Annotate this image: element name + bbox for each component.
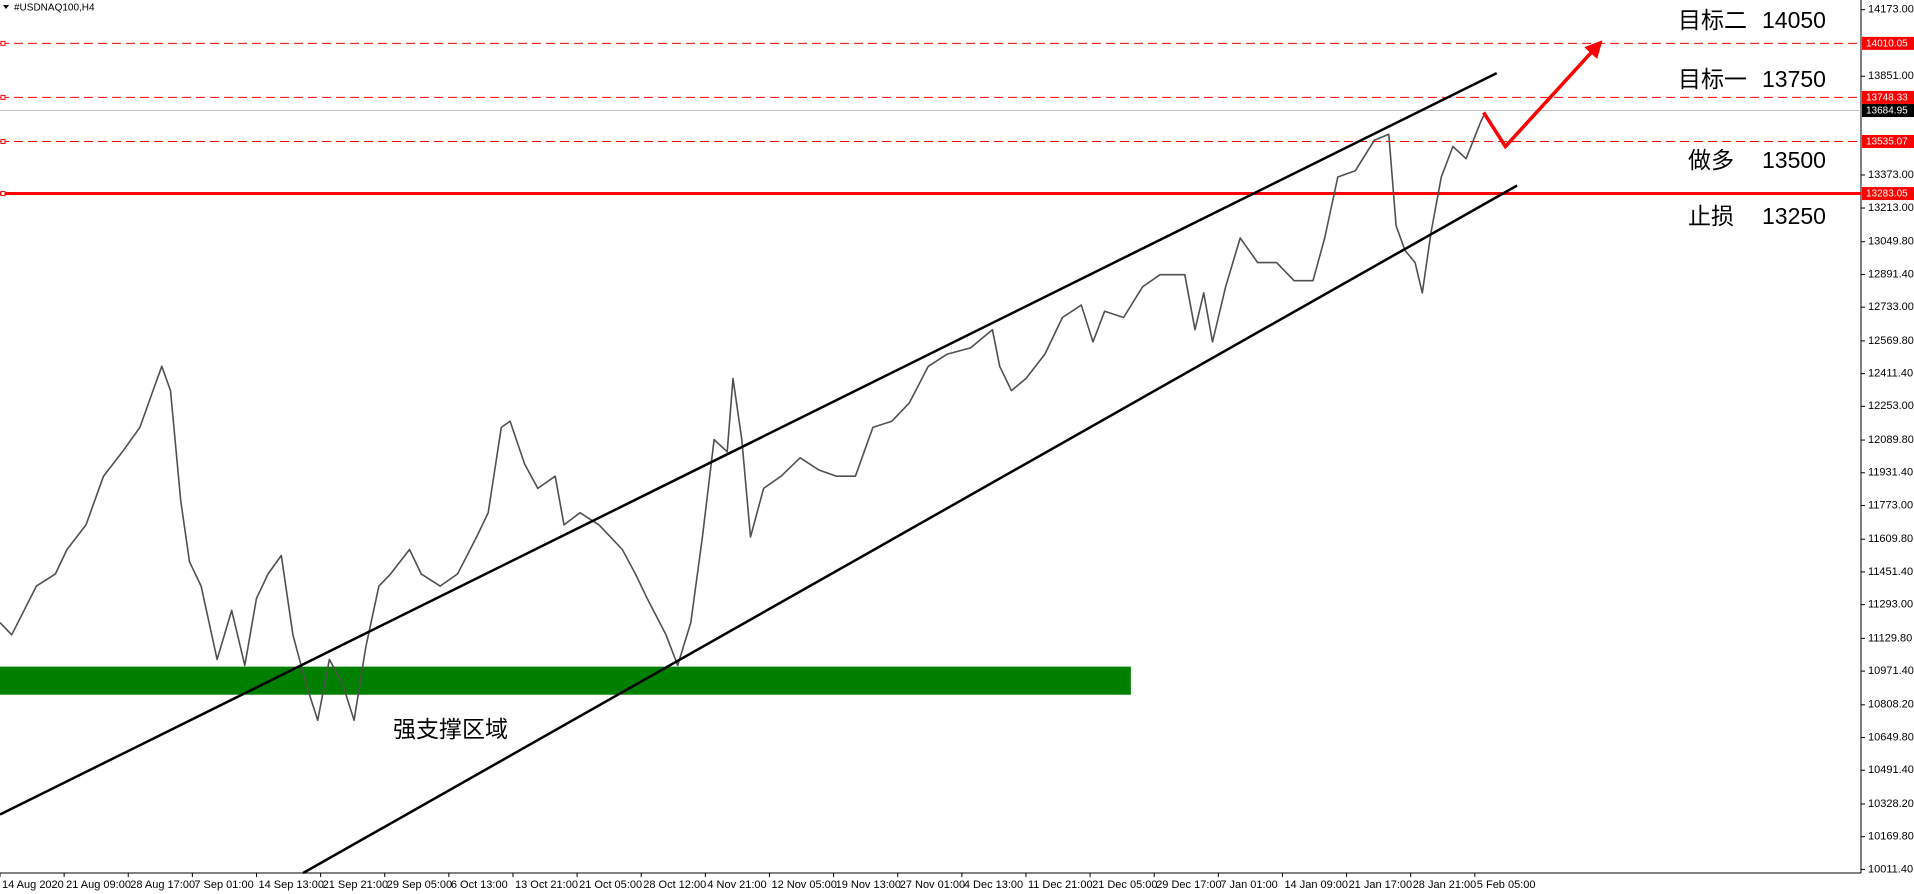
x-tick-label: 21 Aug 09:00	[66, 879, 131, 891]
zone-label: 强支撑区域	[393, 716, 508, 742]
x-tick-label: 7 Sep 01:00	[194, 879, 253, 891]
y-tick-label: 11129.80	[1868, 632, 1912, 644]
y-tick-label: 12253.00	[1868, 400, 1914, 412]
x-tick-label: 11 Dec 21:00	[1028, 879, 1093, 891]
x-tick-label: 28 Aug 17:00	[130, 879, 195, 891]
x-tick-label: 21 Jan 17:00	[1349, 879, 1413, 891]
x-tick-label: 29 Dec 17:00	[1156, 879, 1221, 891]
x-tick-label: 21 Oct 05:00	[579, 879, 642, 891]
annotation-value: 14050	[1762, 7, 1826, 33]
x-tick-label: 14 Aug 2020	[2, 879, 64, 891]
y-tick-label: 10808.20	[1868, 699, 1914, 711]
x-tick-label: 13 Oct 21:00	[515, 879, 578, 891]
level-label-box	[1862, 187, 1914, 201]
support-zone	[0, 666, 1131, 695]
y-tick-label: 13851.00	[1868, 70, 1914, 82]
x-tick-label: 6 Oct 13:00	[451, 879, 508, 891]
y-tick-label: 12411.40	[1868, 368, 1913, 380]
x-tick-label: 27 Nov 01:00	[900, 879, 965, 891]
level-label: 13283.05	[1866, 189, 1908, 200]
x-tick-label: 5 Feb 05:00	[1477, 879, 1536, 891]
annotation-text: 做多	[1688, 147, 1734, 173]
y-tick-label: 12089.80	[1868, 434, 1914, 446]
level-label-box	[1862, 104, 1914, 118]
y-tick-label: 11931.40	[1868, 467, 1913, 479]
level-anchor	[0, 138, 6, 144]
y-tick-label: 13049.80	[1868, 236, 1914, 248]
level-label-box	[1862, 90, 1914, 104]
y-tick-label: 10491.40	[1868, 764, 1914, 776]
trend-line	[0, 71, 1498, 816]
annotation-text: 止损	[1688, 203, 1734, 229]
y-tick-label: 12569.80	[1868, 335, 1914, 347]
y-tick-label: 10971.40	[1868, 665, 1914, 677]
x-tick-label: 29 Sep 05:00	[387, 879, 452, 891]
level-anchor	[0, 191, 6, 197]
annotation-text: 目标二	[1678, 7, 1747, 33]
x-tick-label: 12 Nov 05:00	[771, 879, 836, 891]
annotation-value: 13500	[1762, 147, 1826, 173]
level-label: 13684.95	[1866, 106, 1908, 117]
level-label: 14010.05	[1866, 39, 1908, 50]
y-tick-label: 13213.00	[1868, 202, 1914, 214]
annotation-value: 13750	[1762, 66, 1826, 92]
annotation-value: 13250	[1762, 203, 1826, 229]
x-tick-label: 19 Nov 13:00	[836, 879, 901, 891]
price-line	[0, 115, 1485, 722]
level-label-box	[1862, 134, 1914, 148]
x-tick-label: 28 Oct 12:00	[643, 879, 706, 891]
annotation-text: 目标一	[1678, 66, 1747, 92]
y-tick-label: 11451.40	[1868, 566, 1913, 578]
y-tick-label: 10328.20	[1868, 798, 1914, 810]
x-tick-label: 14 Sep 13:00	[258, 879, 323, 891]
trend-line	[302, 184, 1518, 875]
x-tick-label: 4 Nov 21:00	[707, 879, 766, 891]
level-anchor	[0, 94, 6, 100]
forecast-arrow	[1482, 40, 1603, 150]
y-tick-label: 14173.00	[1868, 4, 1914, 16]
chart-title: #USDNAQ100,H4	[14, 3, 95, 14]
x-tick-label: 28 Jan 21:00	[1413, 879, 1477, 891]
y-tick-label: 12733.00	[1868, 301, 1914, 313]
y-tick-label: 10011.40	[1868, 863, 1913, 875]
y-tick-label: 11293.00	[1868, 599, 1913, 611]
y-tick-label: 11773.00	[1868, 499, 1913, 511]
y-tick-label: 13373.00	[1868, 169, 1914, 181]
x-tick-label: 14 Jan 09:00	[1284, 879, 1348, 891]
x-tick-label: 21 Sep 21:00	[323, 879, 388, 891]
level-label: 13748.33	[1866, 93, 1908, 104]
y-tick-label: 10649.80	[1868, 731, 1914, 743]
x-tick-label: 4 Dec 13:00	[964, 879, 1023, 891]
x-tick-label: 7 Jan 01:00	[1220, 879, 1278, 891]
level-label: 13535.07	[1866, 137, 1908, 148]
level-anchor	[0, 40, 6, 46]
x-tick-label: 21 Dec 05:00	[1092, 879, 1157, 891]
y-tick-label: 11609.80	[1868, 533, 1913, 545]
menu-icon	[3, 5, 9, 9]
y-tick-label: 10169.80	[1868, 831, 1914, 843]
level-label-box	[1862, 36, 1914, 50]
y-tick-label: 12891.40	[1868, 268, 1914, 280]
